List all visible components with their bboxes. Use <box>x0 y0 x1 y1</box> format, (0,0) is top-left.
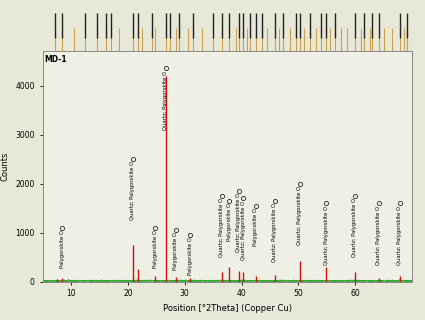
Text: Quartz; Palygorskite O: Quartz; Palygorskite O <box>352 198 357 257</box>
Text: Quartz; Palygorskite O: Quartz; Palygorskite O <box>241 201 246 260</box>
Text: Quartz; Palygorskite O: Quartz; Palygorskite O <box>236 193 241 252</box>
Text: Quartz; Palygorskite O: Quartz; Palygorskite O <box>297 186 302 245</box>
Text: Palygorskite O: Palygorskite O <box>60 230 65 268</box>
Text: Quartz; Palygorskite O: Quartz; Palygorskite O <box>397 206 402 265</box>
Text: Palygorskite O: Palygorskite O <box>253 208 258 246</box>
Text: Palygorskite O: Palygorskite O <box>153 230 158 268</box>
X-axis label: Position [°2Theta] (Copper Cu): Position [°2Theta] (Copper Cu) <box>163 304 292 313</box>
Text: Palygorskite O: Palygorskite O <box>173 233 178 270</box>
Text: Palygorskite O: Palygorskite O <box>188 237 193 275</box>
Text: Quartz; Palygorskite O: Quartz; Palygorskite O <box>130 162 136 220</box>
Text: Quartz; Palygorskite O: Quartz; Palygorskite O <box>219 198 224 257</box>
Text: Quartz; Palygorskite O: Quartz; Palygorskite O <box>376 206 381 265</box>
Text: Palygorskite O: Palygorskite O <box>227 203 232 241</box>
Y-axis label: Counts: Counts <box>1 152 10 181</box>
Text: MD-1: MD-1 <box>44 55 67 64</box>
Text: Quartz; Palygorskite O: Quartz; Palygorskite O <box>272 203 277 262</box>
Text: Quartz; Palygorskite O: Quartz; Palygorskite O <box>324 206 329 265</box>
Text: Quartz; Palygorskite O: Quartz; Palygorskite O <box>163 71 168 130</box>
